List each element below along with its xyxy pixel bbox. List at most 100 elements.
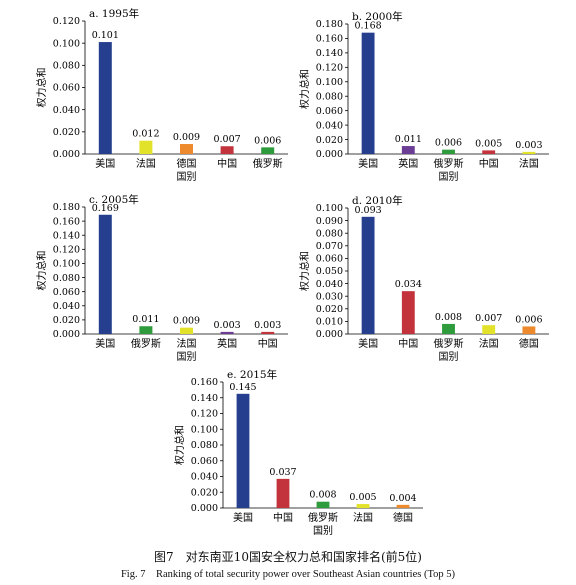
y-axis-label: 权力总和 [298,251,311,291]
data-label: 0.008 [435,312,462,323]
y-tick-label: 0.020 [316,135,343,146]
data-label: 0.006 [515,314,542,325]
y-tick-label: 0.000 [53,329,80,340]
y-tick-label: 0.160 [191,377,218,388]
bar-德国 [522,326,536,334]
y-tick-label: 0.180 [316,19,343,30]
chart-title: e. 2015年 [227,368,277,381]
data-label: 0.008 [309,490,336,501]
x-tick-label: 英国 [217,337,237,350]
data-label: 0.011 [395,134,422,145]
bar-中国 [276,478,290,508]
x-tick-label: 美国 [233,511,253,524]
x-tick-label: 俄罗斯 [253,157,283,170]
data-label: 0.037 [269,467,296,478]
chart-panel-5: 0.000 0.020 0.040 0.060 0.080 0.100 0.120 0.140… [173,368,423,537]
y-axis-label: 权力总和 [298,69,311,109]
y-tick-label: 0.020 [53,127,80,138]
y-tick-label: 0.060 [316,254,343,265]
bar-法国 [356,504,370,508]
y-tick-label: 0.000 [316,149,343,160]
y-tick-label: 0.160 [53,216,80,227]
y-tick-label: 0.060 [53,287,80,298]
x-tick-label: 德国 [393,511,413,524]
y-tick-label: 0.160 [316,34,343,45]
figure-panels: 0.000 0.020 0.040 0.060 0.080 0.100 0.120 a. 19… [35,7,549,537]
bar-俄罗斯 [442,149,455,154]
y-tick-label: 0.180 [53,202,80,213]
data-label: 0.009 [173,132,200,143]
bar-中国 [482,150,496,154]
x-tick-label: 法国 [353,511,373,524]
y-tick-label: 0.010 [316,317,343,328]
y-axis-label: 权力总和 [35,251,48,291]
y-tick-label: 0.100 [191,424,218,435]
x-axis-label: 国别 [177,351,197,363]
y-tick-label: 0.060 [53,83,80,94]
bar-俄罗斯 [442,323,455,334]
y-tick-label: 0.080 [53,61,80,72]
bar-法国 [139,140,153,154]
y-tick-label: 0.080 [53,273,80,284]
y-tick-label: 0.040 [53,301,80,312]
x-tick-label: 德国 [519,337,539,350]
y-tick-label: 0.100 [316,203,343,214]
data-label: 0.101 [92,30,119,41]
y-tick-label: 0.090 [316,216,343,227]
data-label: 0.005 [349,492,376,503]
y-tick-label: 0.040 [191,472,218,483]
bar-美国 [361,216,375,334]
x-tick-label: 美国 [95,337,115,350]
chart-panel-1: 0.000 0.020 0.040 0.060 0.080 0.100 0.120 a. 19… [35,7,288,183]
y-tick-label: 0.000 [53,149,80,160]
y-tick-label: 0.120 [191,409,218,420]
bar-美国 [361,32,375,154]
x-tick-label: 法国 [479,337,499,350]
x-tick-label: 俄罗斯 [131,337,161,350]
bar-英国 [401,146,415,154]
bar-中国 [220,146,234,154]
y-tick-label: 0.040 [316,279,343,290]
x-tick-label: 法国 [519,157,539,170]
x-tick-label: 法国 [177,337,197,350]
bar-美国 [98,42,112,154]
x-tick-label: 法国 [136,157,156,170]
y-tick-label: 0.100 [53,38,80,49]
data-label: 0.145 [229,382,256,393]
x-tick-label: 德国 [177,157,197,170]
x-tick-label: 俄罗斯 [434,157,464,170]
y-tick-label: 0.080 [191,440,218,451]
y-tick-label: 0.060 [316,106,343,117]
bar-俄罗斯 [316,501,330,508]
y-tick-label: 0.050 [316,266,343,277]
chart-title: a. 1995年 [89,7,139,20]
bar-德国 [180,144,193,154]
y-tick-label: 0.020 [53,315,80,326]
y-tick-label: 0.030 [316,291,343,302]
chart-panel-3: 0.000 0.020 0.040 0.060 0.080 0.100 0.120 0.140… [35,193,288,363]
data-label: 0.006 [254,135,281,146]
x-axis-label: 国别 [439,171,459,183]
data-label: 0.003 [515,140,542,151]
data-label: 0.009 [173,316,200,327]
bar-美国 [98,214,112,334]
figure-caption-english: Fig. 7 Ranking of total security power o… [120,569,456,580]
bar-德国 [396,504,410,508]
bar-英国 [220,331,234,334]
x-tick-label: 美国 [358,157,378,170]
data-label: 0.006 [435,138,462,149]
y-tick-label: 0.080 [316,91,343,102]
data-label: 0.169 [92,203,119,214]
y-tick-label: 0.070 [316,241,343,252]
chart-title: b. 2000年 [352,10,403,23]
x-tick-label: 俄罗斯 [308,511,338,524]
data-label: 0.004 [389,493,416,504]
y-tick-label: 0.020 [316,304,343,315]
bar-法国 [482,325,496,334]
x-tick-label: 英国 [398,157,418,170]
bar-中国 [261,331,275,334]
chart-panel-2: 0.000 0.020 0.040 0.060 0.080 0.100 0.120 0.140… [298,10,549,183]
y-tick-label: 0.060 [191,456,218,467]
data-label: 0.011 [132,314,159,325]
